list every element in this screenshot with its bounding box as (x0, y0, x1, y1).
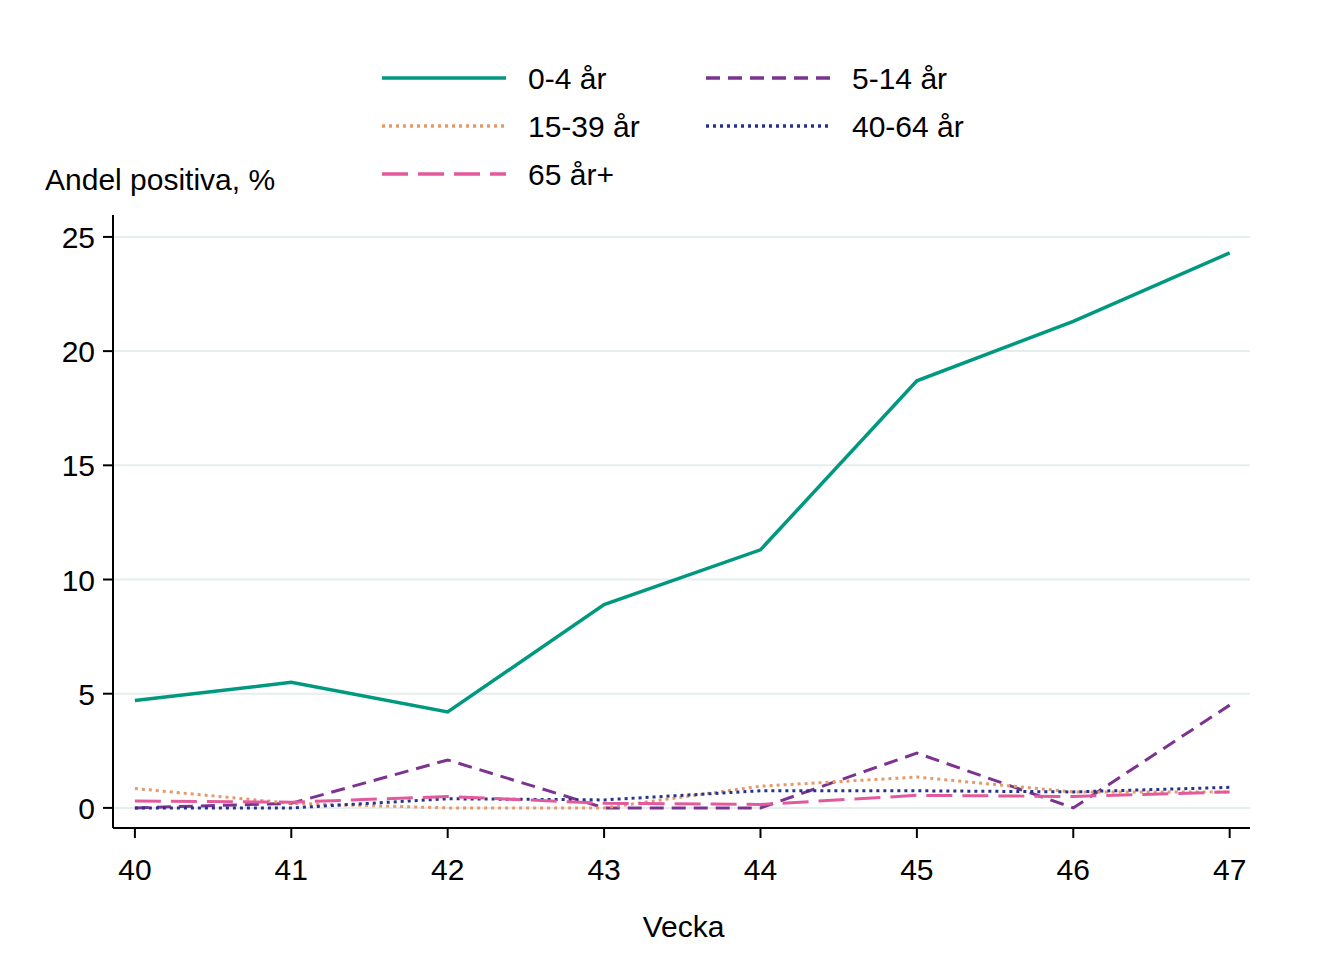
legend-label: 5-14 år (852, 62, 947, 95)
x-tick-label: 46 (1057, 853, 1090, 886)
x-tick (1229, 828, 1231, 838)
y-axis-title: Andel positiva, % (45, 163, 275, 196)
x-axis-title: Vecka (643, 910, 725, 943)
y-tick (103, 236, 113, 238)
grid-line (113, 693, 1250, 695)
x-tick (134, 828, 136, 838)
y-tick-label: 5 (78, 678, 95, 711)
legend-label: 15-39 år (528, 110, 640, 143)
y-tick (103, 807, 113, 809)
x-tick-label: 44 (744, 853, 777, 886)
y-tick (103, 350, 113, 352)
y-tick (103, 464, 113, 466)
series-line (135, 787, 1230, 808)
x-tick (447, 828, 449, 838)
y-axis (112, 215, 114, 828)
x-tick-label: 43 (587, 853, 620, 886)
x-tick (759, 828, 761, 838)
x-tick (603, 828, 605, 838)
grid-line (113, 236, 1250, 238)
x-tick (916, 828, 918, 838)
chart: 0 5 10 15 20 25 40 41 42 43 44 45 46 47 0-4 år 5-14 år 1… (0, 0, 1336, 971)
y-tick-label: 20 (62, 335, 95, 368)
x-tick (1072, 828, 1074, 838)
legend-label: 0-4 år (528, 62, 606, 95)
grid-line (113, 464, 1250, 466)
y-tick-label: 15 (62, 449, 95, 482)
x-tick-label: 40 (118, 853, 151, 886)
y-tick-label: 25 (62, 221, 95, 254)
grid-line (113, 350, 1250, 352)
legend-key (382, 124, 506, 128)
series-group (135, 253, 1230, 808)
series-line (135, 792, 1230, 805)
legend-label: 65 år+ (528, 158, 614, 191)
series-line (135, 777, 1230, 808)
y-tick-label: 10 (62, 564, 95, 597)
legend-key (706, 76, 830, 80)
x-tick-label: 47 (1213, 853, 1246, 886)
y-tick (103, 693, 113, 695)
legend-key (382, 76, 506, 80)
y-tick-label: 0 (78, 792, 95, 825)
x-axis (113, 827, 1250, 829)
x-tick-label: 45 (900, 853, 933, 886)
x-tick-label: 41 (275, 853, 308, 886)
series-line (135, 253, 1230, 712)
x-tick (290, 828, 292, 838)
legend-key (382, 172, 506, 176)
y-tick (103, 579, 113, 581)
legend-key (706, 124, 830, 128)
series-line (135, 705, 1230, 808)
x-tick-label: 42 (431, 853, 464, 886)
legend-label: 40-64 år (852, 110, 964, 143)
